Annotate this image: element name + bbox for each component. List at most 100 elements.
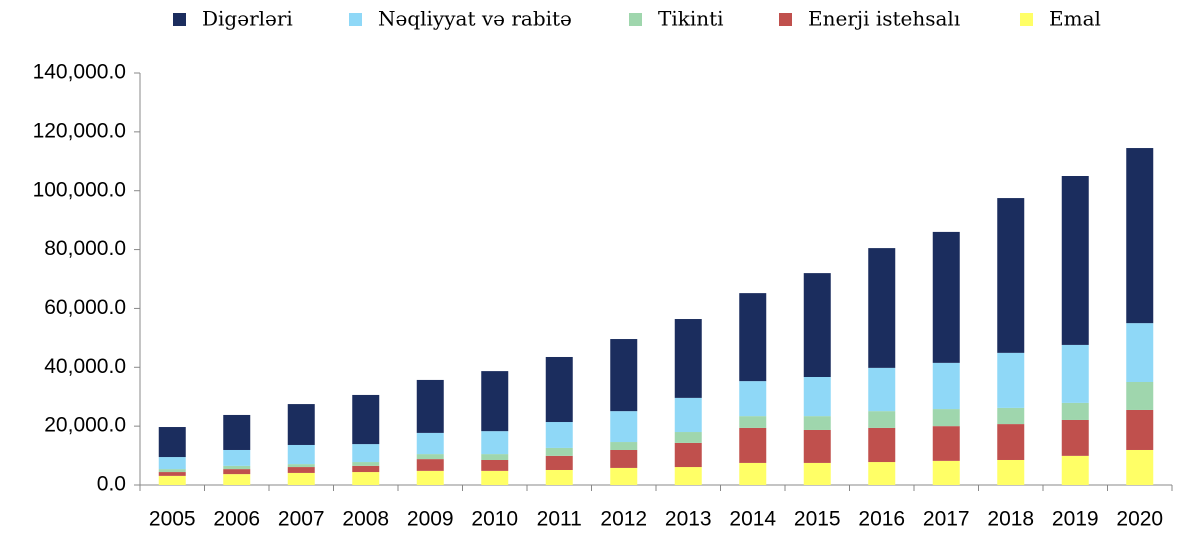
bar-segment: [674, 397, 702, 433]
bar-segment: [416, 459, 444, 471]
x-tick-label: 2016: [858, 508, 905, 531]
bar-segment: [868, 367, 896, 412]
bar-segment: [997, 424, 1025, 460]
bar-segment: [932, 460, 960, 485]
bar-segment: [932, 409, 960, 427]
bar-segment: [545, 469, 573, 485]
bar-segment: [352, 462, 380, 466]
y-tick-label: 0.0: [97, 473, 126, 496]
bar-segment: [739, 293, 767, 382]
bar-segment: [287, 467, 315, 473]
bar-segment: [739, 381, 767, 417]
y-tick-label: 120,000.0: [33, 119, 126, 142]
legend-swatch: [349, 13, 362, 26]
bar-segment: [739, 416, 767, 428]
x-tick-label: 2009: [407, 508, 454, 531]
bar-segment: [481, 470, 509, 485]
bar-segment: [223, 414, 251, 450]
x-tick-label: 2007: [278, 508, 325, 531]
bar-segment: [158, 427, 186, 458]
x-tick-label: 2012: [600, 508, 647, 531]
bar-segment: [223, 465, 251, 470]
bar-segment: [932, 362, 960, 410]
bar-segment: [803, 429, 831, 463]
bar-segment: [352, 472, 380, 485]
bar-segment: [481, 431, 509, 455]
bar-segment: [416, 432, 444, 455]
y-tick-label: 60,000.0: [44, 296, 126, 319]
legend-label: Enerji istehsalı: [808, 7, 960, 31]
y-tick-label: 140,000.0: [33, 61, 126, 84]
bar-segment: [610, 442, 638, 450]
bar-segment: [868, 462, 896, 485]
x-tick-label: 2013: [665, 508, 712, 531]
legend-swatch: [779, 13, 792, 26]
bar-segment: [481, 454, 509, 460]
bar-segment: [610, 339, 638, 412]
bar-segment: [1061, 419, 1089, 456]
x-tick-label: 2017: [923, 508, 970, 531]
bar-segment: [352, 394, 380, 445]
bar-segment: [1126, 409, 1154, 450]
bar-segment: [868, 411, 896, 428]
bar-segment: [997, 352, 1025, 408]
x-tick-label: 2005: [149, 508, 196, 531]
bar-segment: [1126, 449, 1154, 485]
legend-swatch: [173, 13, 186, 26]
y-tick-label: 20,000.0: [44, 414, 126, 437]
bar-segment: [610, 467, 638, 485]
bar-segment: [868, 427, 896, 463]
bar-segment: [287, 472, 315, 485]
bar-segment: [803, 462, 831, 485]
bar-segment: [545, 422, 573, 448]
bar-segment: [545, 356, 573, 423]
x-tick-label: 2019: [1052, 508, 1099, 531]
bar-segment: [352, 444, 380, 463]
x-tick-label: 2008: [342, 508, 389, 531]
x-tick-label: 2015: [794, 508, 841, 531]
bar-segment: [868, 248, 896, 368]
bar-segment: [158, 457, 186, 470]
legend-label: Tikinti: [658, 7, 724, 31]
bar-segment: [997, 459, 1025, 485]
bar-segment: [223, 469, 251, 475]
bar-segment: [1126, 382, 1154, 410]
bar-segment: [481, 371, 509, 432]
x-tick-label: 2006: [213, 508, 260, 531]
bar-segment: [674, 319, 702, 398]
bar-segment: [158, 469, 186, 473]
y-tick-label: 100,000.0: [33, 178, 126, 201]
bar-segment: [932, 426, 960, 461]
legend-swatch: [1020, 13, 1033, 26]
bar-segment: [158, 472, 186, 476]
legend-label: Nəqliyyat və rabitə: [378, 7, 572, 31]
bar-segment: [610, 449, 638, 468]
bar-segment: [610, 411, 638, 443]
bar-segment: [1061, 344, 1089, 403]
x-tick-label: 2010: [471, 508, 518, 531]
bar-segment: [545, 447, 573, 456]
x-tick-label: 2014: [729, 508, 776, 531]
bar-segment: [739, 427, 767, 463]
bar-segment: [223, 474, 251, 485]
y-tick-label: 80,000.0: [44, 237, 126, 260]
bar-segment: [997, 198, 1025, 353]
bar-segment: [1061, 455, 1089, 485]
legend-label: Emal: [1049, 7, 1101, 31]
bar-segment: [803, 376, 831, 417]
bar-segment: [481, 459, 509, 471]
y-tick-label: 40,000.0: [44, 355, 126, 378]
bar-segment: [674, 432, 702, 443]
bar-segment: [223, 449, 251, 466]
bar-segment: [416, 454, 444, 460]
bar-segment: [545, 455, 573, 470]
bar-segment: [287, 464, 315, 468]
x-tick-label: 2018: [987, 508, 1034, 531]
bar-segment: [1126, 323, 1154, 382]
x-tick-label: 2020: [1116, 508, 1163, 531]
bar-segment: [416, 470, 444, 485]
bar-segment: [1061, 176, 1089, 345]
bar-segment: [287, 444, 315, 465]
bar-segment: [674, 442, 702, 468]
